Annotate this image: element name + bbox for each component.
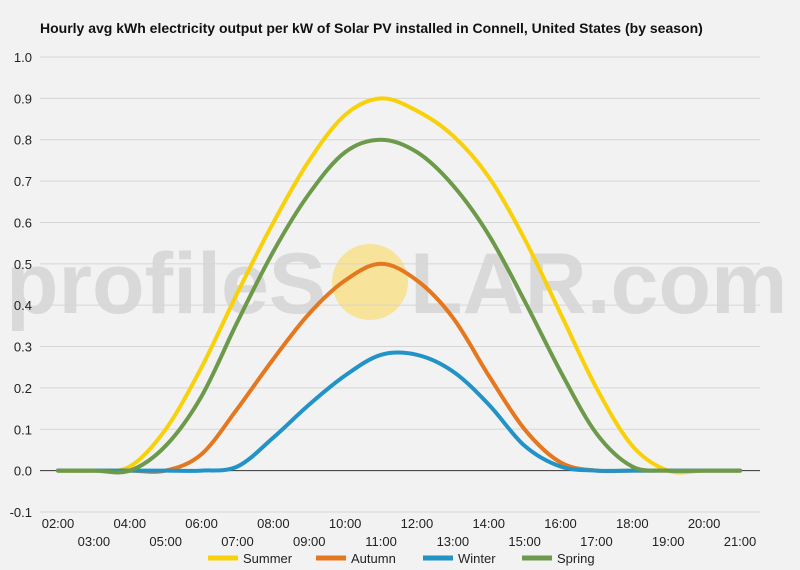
x-tick-label: 13:00	[437, 534, 470, 549]
series-lines	[56, 96, 742, 475]
watermark: profileS LAR.com	[6, 236, 787, 332]
y-tick-label: 0.9	[14, 91, 32, 106]
y-tick-label: 0.0	[14, 464, 32, 479]
y-axis-ticks: -0.1 0.0 0.1 0.2 0.3 0.4 0.5 0.6 0.7 0.8 0.9 1.0	[10, 50, 32, 520]
y-tick-label: -0.1	[10, 505, 32, 520]
y-tick-label: 0.3	[14, 340, 32, 355]
x-tick-label: 10:00	[329, 516, 362, 531]
y-tick-label: 0.8	[14, 133, 32, 148]
x-tick-label: 05:00	[149, 534, 182, 549]
y-tick-label: 0.1	[14, 422, 32, 437]
watermark-right-text: LAR.com	[410, 236, 787, 332]
y-tick-label: 0.4	[14, 298, 32, 313]
y-tick-label: 0.5	[14, 257, 32, 272]
chart-title: Hourly avg kWh electricity output per kW…	[40, 20, 703, 36]
x-axis-ticks: 02:0003:0004:0005:0006:0007:0008:0009:00…	[42, 516, 757, 549]
x-tick-label: 07:00	[221, 534, 254, 549]
y-tick-label: 1.0	[14, 50, 32, 65]
x-tick-label: 15:00	[508, 534, 541, 549]
legend-label-summer: Summer	[243, 551, 293, 566]
watermark-left-text: profileS	[6, 236, 326, 332]
legend-label-autumn: Autumn	[351, 551, 396, 566]
x-tick-label: 03:00	[78, 534, 111, 549]
x-tick-label: 12:00	[401, 516, 434, 531]
x-tick-label: 17:00	[580, 534, 613, 549]
x-tick-label: 16:00	[544, 516, 577, 531]
x-tick-label: 08:00	[257, 516, 290, 531]
y-tick-label: 0.2	[14, 381, 32, 396]
series-line-spring	[56, 137, 742, 475]
legend-label-spring: Spring	[557, 551, 595, 566]
x-tick-label: 09:00	[293, 534, 326, 549]
x-tick-label: 21:00	[724, 534, 757, 549]
x-tick-label: 02:00	[42, 516, 75, 531]
x-tick-label: 06:00	[185, 516, 218, 531]
y-tick-label: 0.7	[14, 174, 32, 189]
x-tick-label: 11:00	[365, 534, 397, 549]
x-tick-label: 04:00	[114, 516, 147, 531]
y-tick-label: 0.6	[14, 215, 32, 230]
x-tick-label: 14:00	[472, 516, 505, 531]
series-line-winter	[56, 350, 742, 473]
x-tick-label: 19:00	[652, 534, 685, 549]
series-line-summer	[56, 96, 742, 475]
x-tick-label: 20:00	[688, 516, 721, 531]
x-tick-label: 18:00	[616, 516, 649, 531]
legend: Summer Autumn Winter Spring	[208, 551, 595, 566]
legend-label-winter: Winter	[458, 551, 496, 566]
grid	[40, 56, 760, 513]
